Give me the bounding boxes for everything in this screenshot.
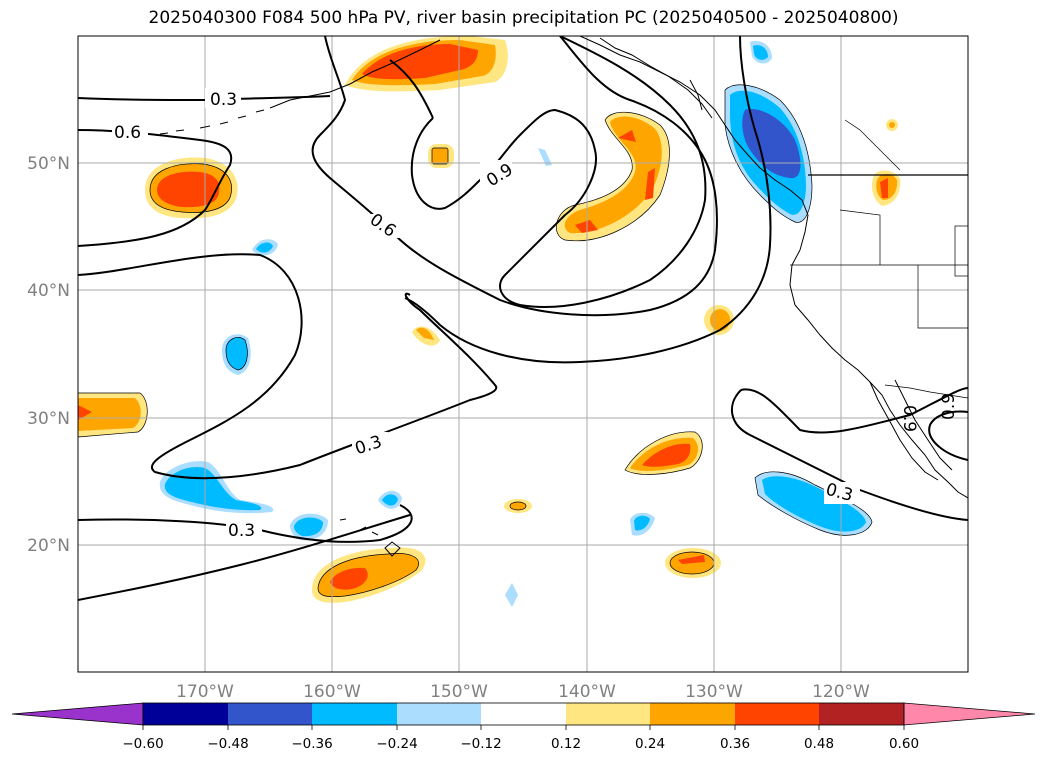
contour-label: 0.9 [939, 393, 959, 420]
colorbar-bin [650, 703, 735, 725]
graticule [78, 36, 968, 672]
colorbar-bin [143, 703, 228, 725]
contour-label: 0.3 [228, 521, 255, 541]
colorbar-bin [312, 703, 397, 725]
colorbar-tick-label: 0.12 [551, 736, 581, 752]
colorbar-tick-label: 0.36 [720, 736, 750, 752]
lon-label: 130°W [685, 682, 743, 702]
lat-label: 50°N [27, 154, 70, 174]
lon-label: 160°W [303, 682, 361, 702]
colorbar-bin [397, 703, 481, 725]
colorbar-tick-label: −0.36 [291, 736, 332, 752]
latitude-labels: 50°N 40°N 30°N 20°N [27, 154, 70, 556]
lon-label: 120°W [812, 682, 870, 702]
longitude-labels: 170°W 160°W 150°W 140°W 130°W 120°W [176, 682, 870, 702]
lon-label: 140°W [558, 682, 616, 702]
colorbar-tick-label: −0.12 [460, 736, 501, 752]
map-area: 0.3 0.6 0.9 0.6 0.3 0.3 0.3 0.9 0.9 [78, 36, 968, 672]
colorbar-tick-label: −0.60 [122, 736, 163, 752]
colorbar-under-arrow [11, 702, 144, 726]
coastlines [159, 36, 968, 557]
contour-label: 0.6 [114, 123, 141, 143]
colorbar-bin [735, 703, 819, 725]
colorbar: −0.60 −0.48 −0.36 −0.24 −0.12 0.12 0.24 … [11, 702, 1036, 752]
colorbar-tick-label: −0.48 [207, 736, 248, 752]
contour-label: 0.3 [210, 90, 237, 110]
contour-label: 0.9 [899, 405, 919, 432]
colorbar-bin [228, 703, 312, 725]
shading-outlines [78, 84, 873, 598]
map-title: 2025040300 F084 500 hPa PV, river basin … [148, 8, 899, 28]
lat-label: 20°N [27, 536, 70, 556]
precip-shading [78, 36, 901, 607]
colorbar-tick-label: 0.48 [804, 736, 834, 752]
lat-label: 40°N [27, 281, 70, 301]
contour-label-group: 0.3 0.6 0.9 0.6 0.3 0.3 0.3 0.9 0.9 [112, 88, 959, 541]
colorbar-bin [819, 703, 904, 725]
colorbar-tick-label: −0.24 [376, 736, 417, 752]
lon-label: 150°W [430, 682, 488, 702]
map-frame [77, 35, 969, 673]
colorbar-over-arrow [903, 702, 1036, 726]
colorbar-tick-label: 0.60 [889, 736, 919, 752]
colorbar-bin [481, 703, 566, 725]
colorbar-tick-label: 0.24 [635, 736, 665, 752]
lon-label: 170°W [176, 682, 234, 702]
colorbar-bin [566, 703, 650, 725]
lat-label: 30°N [27, 409, 70, 429]
